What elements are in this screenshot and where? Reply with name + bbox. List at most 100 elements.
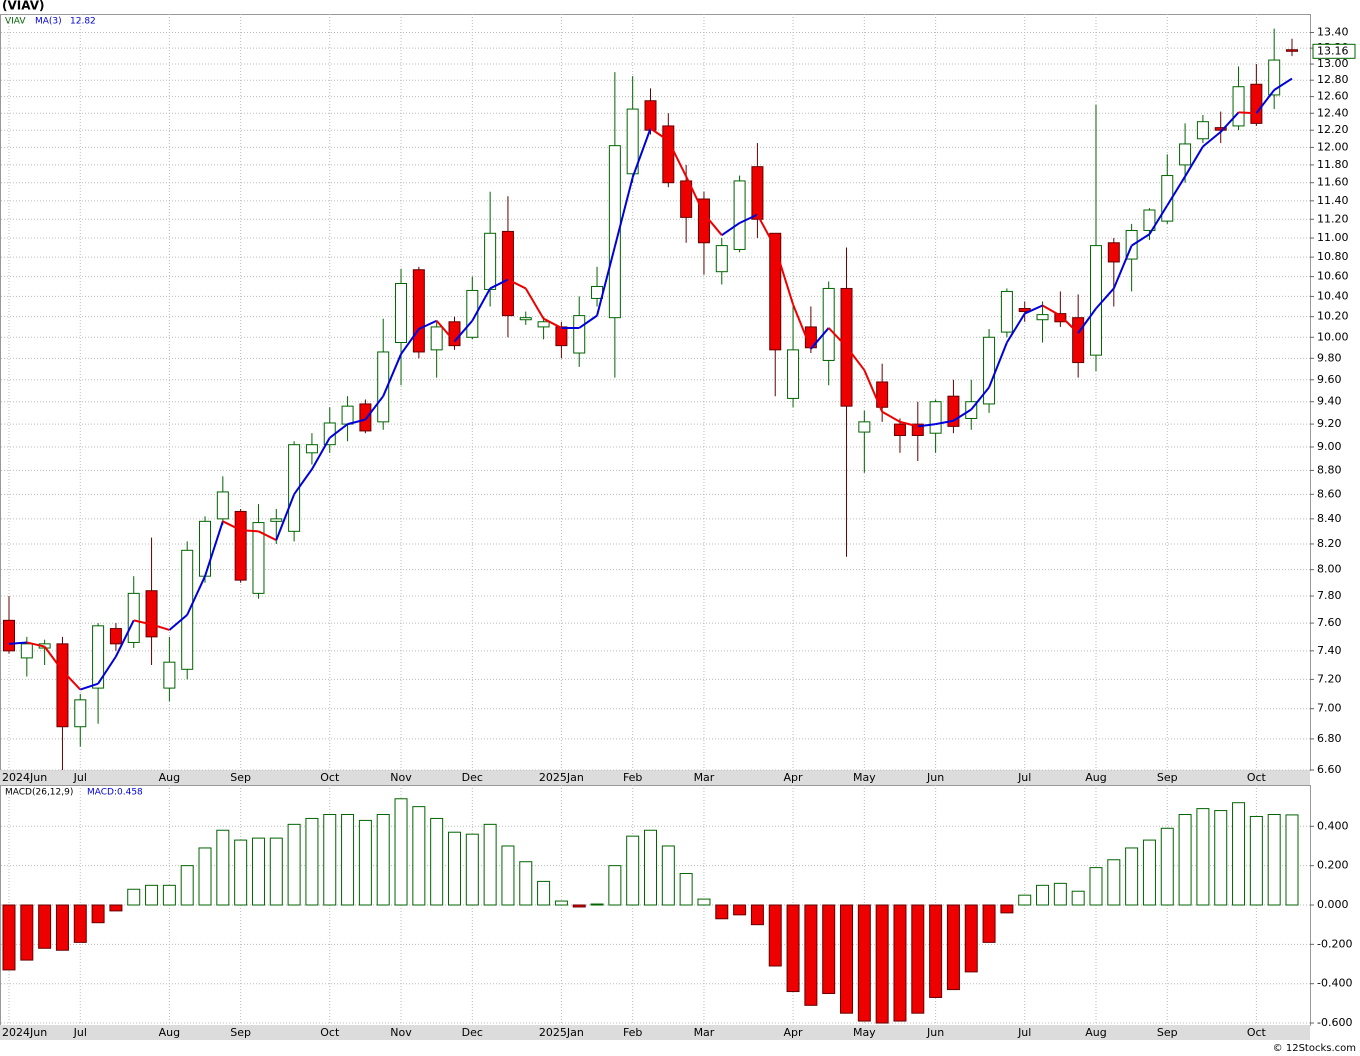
- ma-segment: [1273, 77, 1293, 91]
- macd-bar: [145, 884, 159, 906]
- x-tick-label: Oct: [320, 1026, 340, 1039]
- ma-segment: [1166, 175, 1186, 206]
- candle-body: [359, 403, 372, 432]
- macd-bar: [1160, 827, 1174, 906]
- candle-body: [20, 643, 33, 659]
- ma-segment: [935, 419, 954, 426]
- ma-segment: [471, 287, 492, 322]
- candle-body: [56, 643, 69, 728]
- macd-bar: [750, 904, 764, 926]
- macd-bar: [198, 847, 212, 906]
- ma-segment: [810, 327, 830, 350]
- macd-bar: [857, 904, 871, 1022]
- ma-segment: [293, 468, 313, 495]
- candle-body: [787, 349, 800, 399]
- macd-bar: [358, 819, 372, 906]
- macd-bar: [929, 904, 943, 998]
- macd-bar: [1125, 847, 1139, 906]
- last-price-box: [1312, 43, 1356, 59]
- candle-body: [1250, 83, 1263, 124]
- macd-bar: [501, 845, 515, 906]
- macd-bar: [946, 904, 960, 991]
- macd-bar: [644, 829, 657, 906]
- candle-body: [680, 180, 693, 218]
- x-tick-label: Jul: [1017, 1026, 1031, 1039]
- ma-segment: [578, 314, 598, 329]
- candle-body: [270, 518, 283, 522]
- candle-body: [876, 381, 889, 408]
- candle-body: [893, 423, 906, 436]
- x-tick-label: Sep: [230, 1026, 251, 1039]
- candle-body: [537, 321, 550, 328]
- date-strip: [0, 770, 1310, 785]
- ma-segment: [151, 623, 170, 631]
- macd-bar: [38, 904, 52, 949]
- candle-body: [1179, 143, 1192, 166]
- date-strip: [0, 1025, 1310, 1040]
- y-tick-label: 0.200: [1317, 859, 1349, 872]
- ma-segment: [1238, 111, 1257, 115]
- ma-segment: [489, 278, 509, 290]
- candle-body: [733, 180, 746, 250]
- macd-bar: [1089, 867, 1103, 906]
- y-tick-label: 12.40: [1317, 106, 1349, 119]
- legend-ticker: VIAV: [5, 17, 26, 27]
- candle-body: [555, 326, 568, 347]
- macd-bar: [2, 904, 16, 971]
- macd-bar: [893, 904, 907, 1022]
- macd-bar: [715, 904, 729, 920]
- ma-segment: [1112, 245, 1133, 289]
- macd-bar: [162, 884, 176, 906]
- ma-segment: [845, 346, 866, 371]
- candle-body: [430, 326, 443, 351]
- macd-bar: [1285, 814, 1299, 906]
- ma-segment: [1024, 304, 1043, 315]
- y-tick-label: 10.60: [1317, 270, 1349, 283]
- ma-segment: [1042, 304, 1061, 317]
- ma-segment: [613, 177, 634, 247]
- ma-segment: [435, 320, 456, 343]
- macd-bar: [430, 817, 444, 906]
- macd-bar: [1053, 882, 1067, 906]
- macd-bar: [1232, 802, 1246, 906]
- y-tick-label: 11.00: [1317, 231, 1349, 244]
- y-tick-label: 10.00: [1317, 330, 1349, 343]
- macd-bar: [323, 814, 337, 906]
- candle-body: [92, 625, 105, 689]
- ma-segment: [97, 655, 117, 685]
- candle-body: [644, 100, 657, 131]
- macd-bar: [180, 865, 194, 906]
- macd-bar: [768, 904, 782, 967]
- candle-body: [608, 145, 621, 319]
- y-tick-label: 6.60: [1317, 763, 1342, 776]
- ma-segment: [204, 521, 224, 577]
- x-tick-label: Aug: [1085, 1026, 1106, 1039]
- macd-bar: [572, 904, 586, 908]
- y-tick-label: 8.20: [1317, 537, 1342, 550]
- ma-segment: [1219, 111, 1240, 133]
- macd-bar: [1142, 839, 1156, 906]
- x-tick-label: Apr: [784, 771, 804, 784]
- y-tick-label: 9.40: [1317, 395, 1342, 408]
- x-tick-label: Oct: [320, 771, 340, 784]
- candle-body: [1268, 59, 1281, 96]
- y-tick-label: 7.00: [1317, 702, 1342, 715]
- ma-segment: [721, 222, 741, 237]
- chart-title: (VIAV): [2, 0, 44, 13]
- ma-segment: [756, 214, 777, 249]
- y-tick-label: -0.200: [1317, 937, 1352, 950]
- candle-body: [1072, 317, 1085, 364]
- candle-body: [769, 232, 782, 351]
- ma-segment: [186, 575, 206, 616]
- candle-body: [145, 590, 158, 638]
- ma-segment: [382, 353, 402, 397]
- ma-segment: [1184, 146, 1204, 177]
- ma-segment: [631, 128, 652, 178]
- macd-bar: [519, 861, 533, 906]
- candle-body: [1232, 86, 1245, 127]
- y-tick-label: 7.20: [1317, 672, 1342, 685]
- ma-segment: [507, 278, 527, 290]
- candle-body: [1107, 242, 1120, 263]
- macd-bar: [786, 904, 800, 993]
